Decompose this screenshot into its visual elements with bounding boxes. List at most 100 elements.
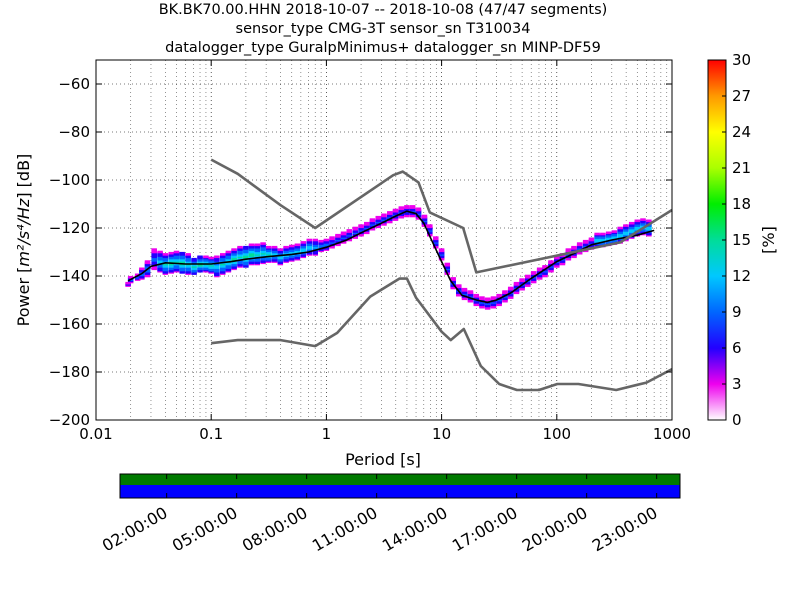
psd-cell [375,215,382,219]
availability-tick-label: 20:00:00 [519,503,591,555]
psd-cell [409,205,416,208]
x-tick-label: 0.1 [199,425,223,443]
psd-cell [634,219,641,223]
colorbar-tick-label: 24 [732,123,751,141]
psd-cell [450,277,456,280]
colorbar-tick-label: 18 [732,195,751,213]
psd-cell [576,242,583,245]
psd-cell [318,239,324,243]
psd-cell [571,245,577,249]
psd-cell [231,248,237,251]
psd-cell [157,250,163,254]
psd-cell [248,243,255,247]
psd-cell [484,297,491,301]
psd-cell [277,248,284,251]
psd-cell [473,293,480,297]
psd-cell [381,213,387,217]
plot-frame [95,59,673,421]
psd-cell [398,206,405,209]
colorbar-label: [%] [759,226,778,254]
mode-curve [127,210,655,304]
x-axis: 0.01 0.1 1 10 100 1000 [79,60,691,443]
psd-cell [144,260,151,263]
psd-cell [525,274,531,278]
noise-model-low-line [211,277,673,392]
psd-cell [421,214,428,218]
y-tick-label: −60 [58,75,90,93]
y-tick-label: −100 [49,171,90,189]
y-tick-label: −80 [58,123,90,141]
psd-cell [340,231,347,235]
y-tick-label: −200 [49,411,90,429]
x-tick-label: 100 [542,425,571,443]
psd-cell [260,242,266,245]
psd-cell [203,255,209,259]
psd-cell [139,267,145,271]
psd-cell [329,236,335,239]
psd-cell [433,236,439,239]
data-availability-bar: 02:00:0005:00:0008:00:0011:00:0014:00:00… [99,473,681,555]
psd-cell [127,275,134,279]
psd-cell [490,296,497,299]
availability-tick-label: 23:00:00 [589,503,661,555]
psd-cell [461,287,468,291]
psd-cell [179,251,185,255]
availability-band-top [120,474,680,485]
psd-cell [197,255,203,259]
psd-cell [300,241,307,244]
psd-cell [456,284,462,287]
y-tick-label: −160 [49,315,90,333]
psd-cell [444,262,451,266]
psd-cell [306,238,313,242]
psd-cell [611,230,618,233]
psd-cell [243,245,249,249]
psd-cell [168,251,175,255]
psd-cell [479,296,485,299]
psd-cell [387,211,393,214]
availability-tick-label: 17:00:00 [449,503,521,555]
psd-cell [507,286,514,290]
psd-cell [214,255,220,259]
psd-cell [623,224,629,227]
psd-cell [271,245,278,249]
availability-tick-label: 08:00:00 [239,503,311,555]
psd-cell [225,250,232,254]
psd-cell [346,229,353,232]
psd-cell [502,290,508,293]
y-axis-label-prefix: Power [ [14,267,33,327]
colorbar-tick-label: 27 [732,87,751,105]
psd-cell [617,226,623,230]
availability-tick-label: 05:00:00 [169,503,241,555]
psd-cell [283,245,289,249]
psd-cell [237,245,243,249]
psd-cell [323,238,330,242]
plot-background [96,60,672,420]
y-tick-label: −120 [49,219,90,237]
psd-cell [513,281,520,285]
psd-cell [134,273,141,277]
psd-cell [519,278,525,281]
psd-cell [294,243,301,247]
psd-cell [542,265,548,268]
psd-cell [335,233,341,237]
psd-cell [536,267,543,271]
psd-cell [565,248,572,251]
title-line-sensor: sensor_type CMG-3T sensor_sn T310034 [235,21,531,37]
psd-cell [173,250,180,254]
x-tick-label: 1 [322,425,332,443]
availability-tick-label: 14:00:00 [379,503,451,555]
psd-cell [427,224,433,227]
colorbar: 0 3 6 9 12 15 18 21 24 27 30 [707,51,751,429]
psd-cell [548,260,554,263]
colorbar-tick-label: 30 [732,51,751,69]
psd-cell [600,232,606,236]
psd-cell [254,243,260,247]
colorbar-tick-label: 3 [732,375,742,393]
availability-band-bottom [120,485,680,498]
psd-cell [220,253,226,256]
x-axis-label: Period [s] [345,450,421,469]
psd-cell [467,290,474,293]
psd-cell [628,221,635,225]
y-axis-label-units: m²/s⁴/Hz [14,198,33,267]
